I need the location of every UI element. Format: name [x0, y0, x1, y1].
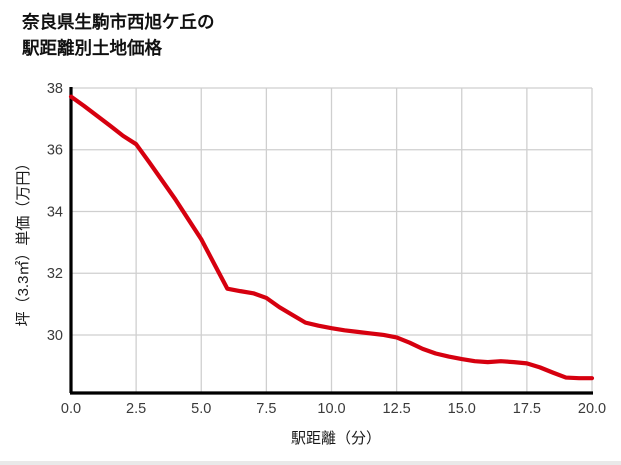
axis-lines [69, 87, 593, 395]
x-tick-label: 10.0 [317, 401, 345, 417]
series-line [68, 94, 595, 381]
y-axis-tick-labels: 30 32 34 36 38 [47, 81, 63, 344]
x-tick-label: 0.0 [61, 401, 81, 417]
x-tick-label: 5.0 [191, 401, 211, 417]
data-series [68, 94, 595, 381]
x-tick-label: 20.0 [578, 401, 606, 417]
x-axis-tick-labels: 0.0 2.5 5.0 7.5 10.0 12.5 15.0 17.5 20.0 [61, 401, 606, 417]
y-tick-label: 34 [47, 204, 63, 220]
y-tick-label: 36 [47, 143, 63, 159]
x-tick-label: 7.5 [256, 401, 276, 417]
x-tick-label: 17.5 [513, 401, 541, 417]
x-axis-title: 駅距離（分） [291, 429, 381, 447]
x-tick-label: 12.5 [383, 401, 411, 417]
y-tick-label: 32 [47, 266, 63, 282]
bottom-divider [0, 461, 621, 465]
y-tick-label: 38 [47, 81, 63, 97]
grid-lines [71, 87, 593, 393]
y-axis-title: 坪（3.3㎡）単価（万円） [15, 156, 32, 327]
x-tick-label: 15.0 [448, 401, 476, 417]
x-tick-label: 2.5 [126, 401, 146, 417]
page-title: 奈良県生駒市西旭ケ丘の 駅距離別土地価格 [22, 12, 215, 58]
y-tick-label: 30 [47, 328, 63, 344]
